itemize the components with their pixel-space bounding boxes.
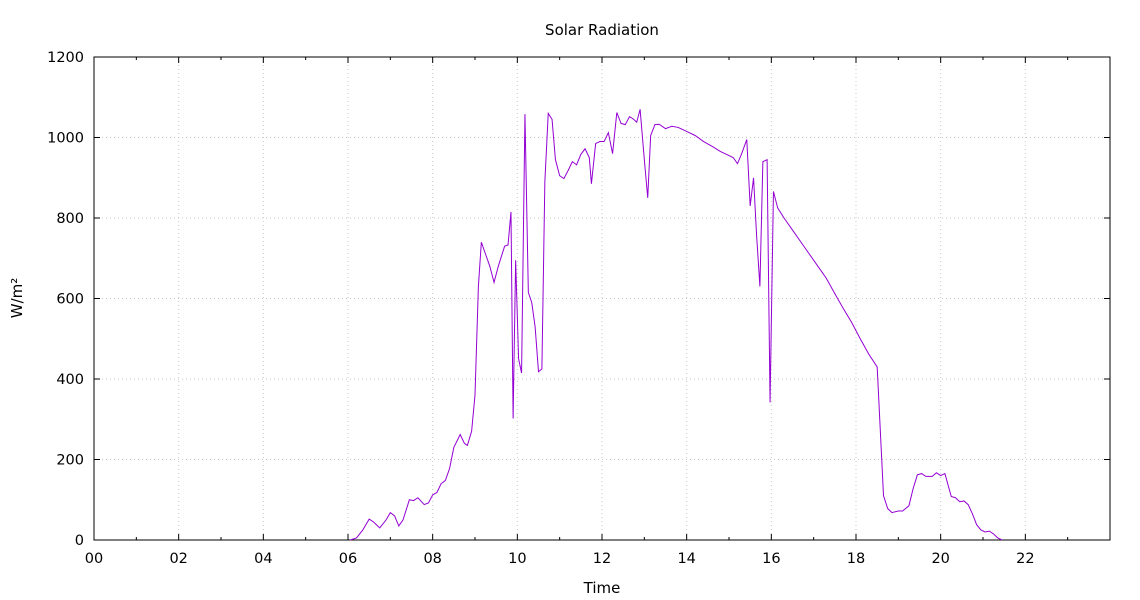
axis-ticks <box>93 56 1110 541</box>
y-tick-label: 600 <box>56 292 84 308</box>
y-tick-label: 800 <box>56 211 84 227</box>
x-tick-label: 02 <box>169 551 187 567</box>
x-tick-label: 00 <box>85 551 103 567</box>
x-tick-label: 06 <box>339 551 357 567</box>
y-tick-label: 1000 <box>47 131 84 147</box>
y-tick-label: 1200 <box>47 50 84 66</box>
x-tick-label: 18 <box>847 551 865 567</box>
y-tick-label: 0 <box>75 533 84 549</box>
y-tick-label: 400 <box>56 372 84 388</box>
y-tick-label: 200 <box>56 453 84 469</box>
x-tick-label: 04 <box>254 551 272 567</box>
grid-lines <box>94 57 1110 540</box>
x-tick-label: 10 <box>508 551 526 567</box>
x-tick-label: 14 <box>677 551 695 567</box>
y-axis-tick-labels: 0 200 400 600 800 1000 1200 <box>47 50 84 549</box>
y-axis-label: W/m² <box>8 278 26 319</box>
x-tick-label: 12 <box>593 551 611 567</box>
x-axis-tick-labels: 00 02 04 06 08 10 12 14 16 18 20 22 <box>85 551 1035 567</box>
x-tick-label: 08 <box>423 551 441 567</box>
x-tick-label: 20 <box>931 551 949 567</box>
series-line <box>349 109 1003 541</box>
x-tick-label: 22 <box>1016 551 1034 567</box>
x-axis-label: Time <box>583 579 621 597</box>
x-tick-label: 16 <box>762 551 780 567</box>
chart-title: Solar Radiation <box>545 21 659 39</box>
